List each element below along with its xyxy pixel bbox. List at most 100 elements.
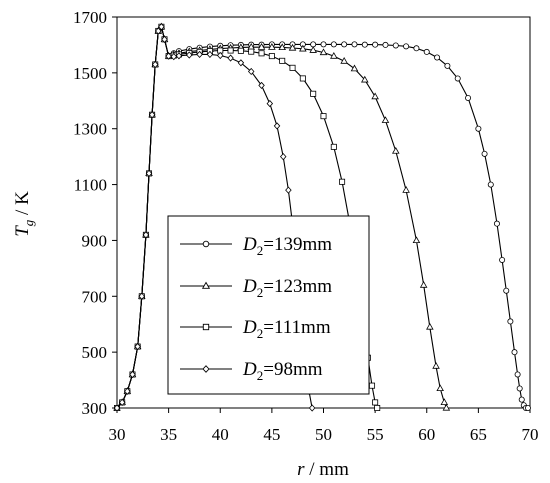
data-point [350,64,359,72]
data-point [319,48,328,56]
data-point [487,181,494,188]
legend-entry-3: D2=111mm [180,317,331,341]
data-point [381,116,390,123]
y-tick-label: 1100 [74,176,107,195]
data-point [499,256,506,263]
y-tick-label: 1700 [73,8,107,27]
data-point [258,50,265,57]
data-point [299,75,306,82]
data-point [330,51,338,59]
data-point [217,51,224,60]
data-point [351,41,358,48]
data-point [175,52,183,60]
y-axis-var: T [12,225,33,237]
data-point [434,54,441,61]
data-point [258,81,265,90]
ticks: 30 35 40 45 50 55 60 65 70 300 500 700 900 1100 1300 15… [73,8,539,444]
x-axis-unit: / mm [305,459,350,480]
data-point [426,322,434,330]
data-point [279,57,286,64]
data-point [524,404,531,411]
data-point [440,398,449,406]
data-point [511,349,518,356]
data-point [419,280,428,288]
data-point [369,382,376,389]
legend-entry-1: D2=139mm [180,234,332,258]
data-point [148,111,156,119]
data-point [248,48,255,55]
data-point [340,57,348,64]
data-point [142,231,150,239]
legend-label-2: D2=123mm [242,276,332,300]
data-point [227,54,234,62]
data-point [158,23,165,31]
legend-label-4: D2=98mm [242,359,323,383]
data-point [196,50,203,59]
data-point [129,370,136,379]
x-tick-label: 40 [212,425,229,444]
data-point [151,60,159,69]
legend-marker-circle [202,240,210,248]
data-point [285,186,292,194]
legend-label-3: D2=111mm [242,317,331,341]
x-tick-label: 50 [315,425,332,444]
series-line [116,25,313,409]
data-point [341,41,348,48]
data-point [266,99,274,108]
data-point [514,371,521,378]
x-tick-label: 45 [263,425,280,444]
y-tick-label: 300 [82,399,108,418]
data-point [170,53,178,61]
data-point [237,59,245,67]
data-point [113,404,121,412]
data-point [507,318,514,325]
data-point [309,46,317,53]
data-point [372,399,379,406]
data-point [403,43,410,50]
data-point [161,35,168,43]
data-point [237,47,244,54]
data-point [442,403,451,411]
data-point [278,43,286,51]
legend-marker-square [202,323,210,331]
data-point [134,342,141,351]
data-point [493,220,500,227]
data-point [382,41,389,48]
y-tick-label: 500 [82,343,108,362]
legend: D2=139mm D2=123mm D2=111mm D2=98mm [167,215,370,395]
x-tick-label: 35 [160,425,177,444]
data-point [330,143,337,150]
y-tick-label: 1500 [73,64,107,83]
data-point [320,113,327,120]
legend-label-1: D2=139mm [242,234,332,258]
data-point [444,62,451,69]
data-point [518,396,525,403]
y-tick-label: 900 [82,231,108,250]
y-tick-label: 700 [82,287,108,306]
data-point [412,236,421,244]
x-tick-label: 55 [367,425,384,444]
data-point [155,27,162,35]
x-axis-title: r / mm [297,459,349,480]
data-point [339,178,346,185]
y-tick-label: 1300 [73,120,107,139]
data-point [330,41,337,48]
data-point [516,385,523,392]
data-point [481,150,488,157]
x-tick-label: 60 [418,425,435,444]
data-point [165,52,172,60]
data-point [402,186,410,193]
data-point [361,41,368,48]
data-point [391,146,400,154]
y-axis-sub: g [21,219,36,226]
data-point [423,48,430,55]
data-point [138,292,146,300]
data-point [186,51,193,59]
x-tick-label: 70 [522,425,539,444]
data-point [288,43,297,51]
data-point [273,122,281,130]
data-point [465,94,472,101]
data-point [206,50,214,59]
data-point [436,384,444,392]
